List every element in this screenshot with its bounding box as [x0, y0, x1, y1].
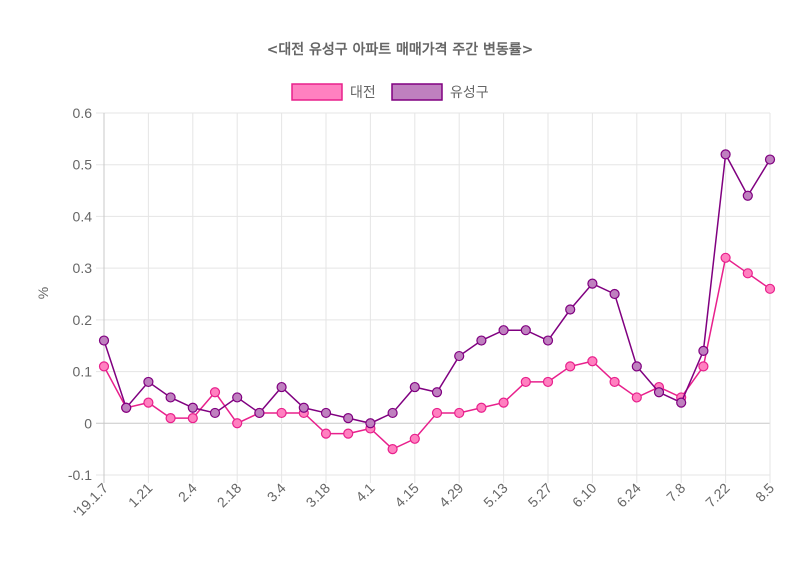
data-point — [454, 350, 465, 362]
legend-item: 대전 — [291, 83, 376, 101]
data-point — [653, 387, 665, 398]
data-point — [121, 402, 132, 413]
series-line — [103, 151, 771, 425]
y-tick-label: 0.3 — [73, 260, 93, 276]
data-point — [387, 407, 398, 419]
series-layer — [98, 149, 776, 455]
data-point — [409, 381, 420, 393]
x-tick-label: 7.22 — [702, 480, 733, 511]
x-tick-label: 3.4 — [264, 480, 289, 505]
legend-label: 대전 — [350, 85, 376, 101]
data-point — [298, 402, 309, 413]
data-point — [276, 407, 287, 419]
y-tick-label: 0.4 — [73, 208, 93, 224]
data-point — [365, 418, 376, 429]
x-tick-label: 5.13 — [480, 480, 511, 511]
y-tick-label: 0 — [84, 415, 92, 431]
data-point — [498, 325, 509, 336]
legend: 대전 유성구 — [291, 83, 489, 101]
data-point — [565, 361, 576, 372]
y-tick-label: 0.6 — [73, 105, 93, 121]
data-point — [609, 288, 620, 300]
data-point — [698, 361, 709, 372]
y-axis-label: % — [35, 287, 51, 299]
data-point — [542, 335, 554, 346]
data-point — [276, 381, 287, 393]
x-tick-label: 5.27 — [525, 480, 556, 511]
data-point — [409, 433, 420, 444]
x-tick-label: 2.4 — [175, 480, 200, 505]
legend-item: 유성구 — [391, 83, 489, 101]
data-point — [431, 387, 443, 398]
data-point — [209, 407, 221, 419]
data-point — [454, 407, 465, 419]
x-tick-label: 7.8 — [663, 480, 688, 505]
data-point — [320, 428, 332, 439]
data-point — [720, 149, 731, 160]
data-point — [476, 335, 487, 346]
data-point — [742, 190, 753, 201]
x-tick-label: 4.15 — [391, 480, 422, 511]
data-point — [631, 361, 642, 372]
y-tick-label: -0.1 — [68, 467, 92, 483]
x-tick-label: '19.1.7 — [70, 480, 111, 521]
data-point — [720, 252, 731, 263]
x-tick-label: 3.18 — [303, 480, 334, 511]
data-point — [565, 304, 576, 315]
data-point — [476, 402, 487, 413]
data-point — [254, 407, 265, 419]
y-tick-label: 0.1 — [73, 364, 93, 380]
data-point — [187, 413, 198, 424]
data-point — [698, 345, 709, 356]
data-point — [165, 413, 176, 424]
data-point — [676, 397, 687, 408]
legend-swatch — [391, 83, 443, 101]
data-point — [609, 376, 620, 388]
data-point — [587, 356, 598, 367]
data-point — [320, 407, 332, 419]
data-point — [143, 376, 154, 388]
data-point — [742, 268, 753, 279]
data-point — [542, 376, 554, 388]
x-axis: '19.1.7 1.21 2.4 2.18 3.4 3.18 4.1 4.15 4.29 5.13… — [70, 480, 777, 521]
data-point — [387, 444, 398, 455]
legend-label: 유성구 — [450, 85, 489, 101]
data-point — [587, 278, 598, 289]
data-point — [631, 392, 642, 403]
grid — [96, 112, 771, 483]
data-point — [143, 397, 154, 408]
x-tick-label: 6.10 — [569, 480, 600, 511]
legend-swatch — [291, 83, 343, 101]
x-tick-label: 4.1 — [352, 480, 377, 505]
data-point — [165, 392, 176, 403]
data-point — [187, 402, 198, 413]
y-tick-label: 0.5 — [73, 157, 93, 173]
data-point — [764, 283, 776, 294]
x-tick-label: 2.18 — [214, 480, 245, 511]
data-point — [498, 397, 509, 408]
data-point — [343, 428, 354, 439]
x-tick-label: 6.24 — [613, 480, 644, 511]
data-point — [232, 418, 243, 429]
data-point — [232, 392, 243, 403]
data-point — [209, 387, 221, 398]
data-point — [520, 325, 531, 336]
y-axis: -0.1 0 0.1 0.2 0.3 0.4 0.5 0.6 — [68, 105, 92, 483]
data-point — [98, 361, 110, 372]
x-tick-label: 8.5 — [752, 480, 777, 505]
data-point — [520, 376, 531, 388]
y-tick-label: 0.2 — [73, 312, 93, 328]
data-point — [343, 413, 354, 424]
x-tick-label: 4.29 — [436, 480, 467, 511]
data-point — [98, 335, 110, 346]
chart-title: <대전 유성구 아파트 매매가격 주간 변동률> — [267, 41, 534, 58]
series-유성구 — [98, 149, 776, 429]
data-point — [431, 407, 443, 419]
series-line — [103, 256, 771, 451]
x-tick-label: 1.21 — [125, 480, 156, 511]
data-point — [764, 154, 776, 165]
